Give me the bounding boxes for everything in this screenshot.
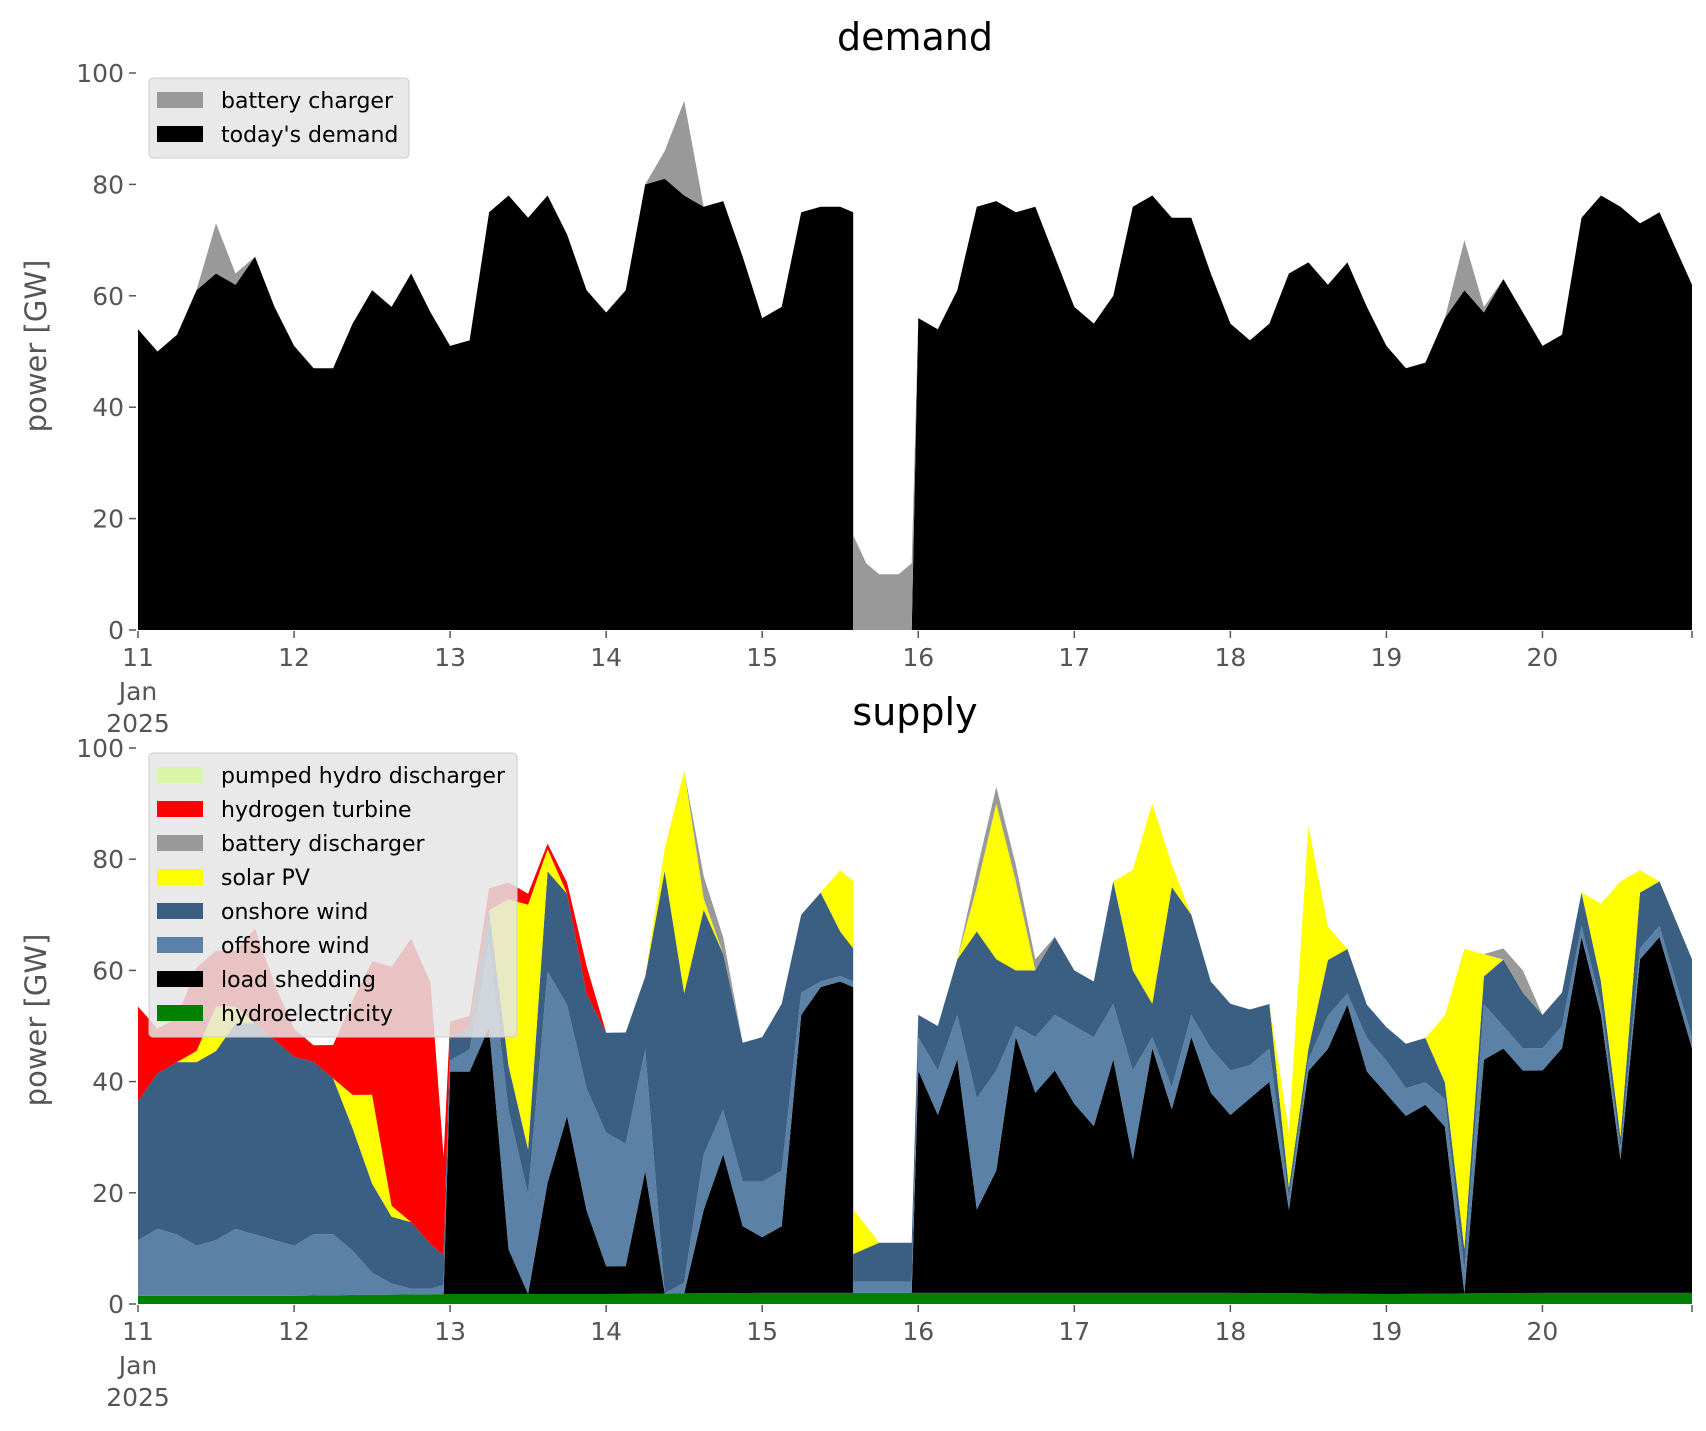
- x-tick-sublabel: 2025: [106, 1383, 170, 1412]
- area-today-s-demand: [138, 178, 1692, 631]
- legend-label-load-shedding: load shedding: [221, 968, 376, 993]
- legend-swatch-offshore-wind: [157, 937, 203, 953]
- area-onshore-wind: [138, 871, 1692, 1294]
- x-tick-sublabel: 2025: [106, 709, 170, 738]
- supply-ylabel: power [GW]: [19, 934, 53, 1107]
- x-tick-label: 11: [122, 643, 154, 672]
- x-tick-label: 16: [902, 1317, 934, 1346]
- legend-swatch-onshore-wind: [157, 903, 203, 919]
- supply-panel: supply power [GW] 0 20 40 60 80 100 11 Jan 2025…: [19, 690, 1693, 1412]
- y-tick-label: 20: [92, 505, 124, 534]
- legend-swatch-hydroelectricity: [157, 1005, 203, 1021]
- x-tick-label: 12: [278, 1317, 310, 1346]
- legend-box: [148, 752, 518, 1038]
- legend-label-onshore-wind: onshore wind: [221, 900, 368, 925]
- x-tick-label: 13: [434, 1317, 466, 1346]
- x-tick-label: 18: [1214, 1317, 1246, 1346]
- area-solar-pv: [138, 770, 1692, 1256]
- legend-label-offshore-wind: offshore wind: [221, 934, 370, 959]
- legend-label-hydroelectricity: hydroelectricity: [221, 1002, 393, 1027]
- legend-swatch-load-shedding: [157, 971, 203, 987]
- x-tick-label: 20: [1527, 1317, 1559, 1346]
- legend-swatch-today-s-demand: [157, 126, 203, 142]
- x-tick-label: 19: [1370, 643, 1402, 672]
- area-hydroelectricity: [138, 1292, 1692, 1304]
- x-tick-label: 17: [1058, 643, 1090, 672]
- x-tick-label: 18: [1214, 643, 1246, 672]
- x-tick-label: 15: [746, 643, 778, 672]
- legend-label-battery-discharger: battery discharger: [221, 832, 426, 857]
- area-offshore-wind: [138, 925, 1692, 1296]
- y-tick-label: 0: [108, 1290, 124, 1319]
- legend-swatch-hydrogen-turbine: [157, 801, 203, 817]
- x-tick-label: 14: [590, 1317, 622, 1346]
- y-tick-label: 0: [108, 616, 124, 645]
- y-tick-label: 60: [92, 282, 124, 311]
- y-tick-label: 100: [76, 734, 124, 763]
- y-tick-label: 80: [92, 845, 124, 874]
- x-tick-label: 14: [590, 643, 622, 672]
- legend-label-pumped-hydro-discharger: pumped hydro discharger: [221, 764, 506, 789]
- area-load-shedding: [138, 937, 1692, 1296]
- x-tick-label: 19: [1370, 1317, 1402, 1346]
- supply-y-axis: 0 20 40 60 80 100: [76, 734, 136, 1319]
- demand-y-axis: 0 20 40 60 80 100: [76, 59, 136, 645]
- demand-legend: battery charger today's demand: [148, 77, 410, 159]
- x-tick-label: 15: [746, 1317, 778, 1346]
- demand-panel: demand power [GW] 0 20 40 60 80 100 11 Jan 2025…: [19, 15, 1693, 738]
- x-tick-label: 20: [1527, 643, 1559, 672]
- demand-ylabel: power [GW]: [19, 260, 53, 433]
- y-tick-label: 100: [76, 59, 124, 88]
- supply-legend: pumped hydro discharger hydrogen turbine b…: [148, 752, 518, 1038]
- x-tick-sublabel: Jan: [117, 1351, 158, 1380]
- legend-box: [148, 77, 410, 159]
- supply-title: supply: [852, 690, 977, 734]
- legend-swatch-battery-charger: [157, 92, 203, 108]
- supply-x-axis: 11 Jan 2025 12 13 14 15 16 17 18 19 20: [106, 1305, 1693, 1412]
- legend-swatch-pumped-hydro-discharger: [157, 767, 203, 783]
- legend-swatch-battery-discharger: [157, 835, 203, 851]
- y-tick-label: 80: [92, 170, 124, 199]
- demand-title: demand: [837, 15, 993, 59]
- x-tick-sublabel: Jan: [117, 677, 158, 706]
- y-tick-label: 20: [92, 1179, 124, 1208]
- demand-areas: [138, 100, 1692, 631]
- x-tick-label: 16: [902, 643, 934, 672]
- y-tick-label: 60: [92, 956, 124, 985]
- x-tick-label: 12: [278, 643, 310, 672]
- legend-label-hydrogen-turbine: hydrogen turbine: [221, 798, 412, 823]
- legend-label-battery-charger: battery charger: [221, 89, 394, 114]
- legend-label-solar-pv: solar PV: [221, 866, 310, 891]
- legend-swatch-solar-pv: [157, 869, 203, 885]
- demand-x-axis: 11 Jan 2025 12 13 14 15 16 17 18 19 20: [106, 631, 1693, 738]
- x-tick-label: 11: [122, 1317, 154, 1346]
- supply-areas: [138, 770, 1692, 1304]
- legend-label-today-s-demand: today's demand: [221, 123, 398, 148]
- y-tick-label: 40: [92, 1068, 124, 1097]
- x-tick-label: 17: [1058, 1317, 1090, 1346]
- y-tick-label: 40: [92, 393, 124, 422]
- x-tick-label: 13: [434, 643, 466, 672]
